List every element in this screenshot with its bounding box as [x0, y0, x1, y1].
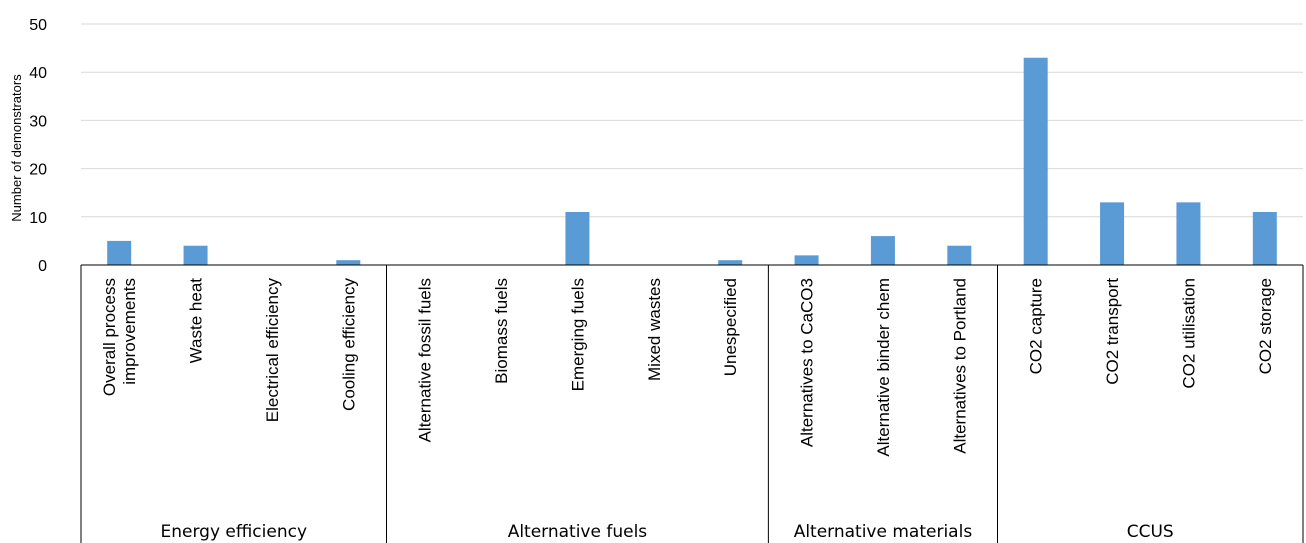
y-axis-label: Number of demonstrators [9, 74, 24, 222]
category-label: Overall process [100, 278, 119, 396]
bar [1252, 211, 1277, 265]
category-label: Biomass fuels [492, 278, 511, 384]
bar [107, 240, 132, 265]
group-label: Alternative fuels [508, 522, 648, 542]
y-tick-label: 30 [29, 113, 47, 130]
y-tick-label: 10 [29, 210, 47, 227]
category-label: CO2 storage [1256, 278, 1275, 374]
y-tick-label: 0 [38, 258, 47, 275]
bar [870, 236, 895, 265]
y-tick-labels: 0 10 20 30 40 50 [29, 17, 47, 275]
category-label: Alternative fossil fuels [416, 278, 435, 442]
category-label: Alternatives to CaCO3 [798, 278, 817, 447]
category-label: CO2 capture [1027, 278, 1046, 374]
bar [565, 211, 590, 265]
bar [183, 245, 208, 265]
category-label: Unespecified [721, 278, 740, 376]
bar [1176, 202, 1201, 265]
category-label: Alternative binder chem [874, 278, 893, 457]
group-label: Energy efficiency [160, 522, 307, 542]
group-labels: Energy efficiency Alternative fuels Altern… [160, 522, 1173, 542]
group-label: Alternative materials [794, 522, 973, 542]
bar [718, 260, 743, 265]
category-label: Electrical efficiency [263, 278, 282, 423]
axes [80, 264, 1304, 543]
category-label: improvements [120, 278, 139, 385]
bars [107, 57, 1277, 265]
bar [947, 245, 972, 265]
bar [1023, 57, 1048, 265]
category-label: CO2 utilisation [1179, 278, 1198, 389]
category-label: Cooling efficiency [339, 278, 358, 411]
category-label: Alternatives to Portland [950, 278, 969, 454]
bar [794, 255, 819, 265]
group-label: CCUS [1127, 522, 1174, 542]
y-tick-label: 20 [29, 162, 47, 179]
category-label: CO2 transport [1103, 278, 1122, 385]
bar [1100, 202, 1125, 265]
category-label: Mixed wastes [645, 278, 664, 381]
category-label: Emerging fuels [568, 278, 587, 391]
bar [336, 260, 361, 265]
category-label: Waste heat [187, 278, 206, 364]
y-tick-label: 40 [29, 65, 47, 82]
gridlines [81, 23, 1303, 218]
category-labels: Overall process improvements Waste heat Ele… [100, 278, 1275, 457]
y-tick-label: 50 [29, 17, 47, 34]
